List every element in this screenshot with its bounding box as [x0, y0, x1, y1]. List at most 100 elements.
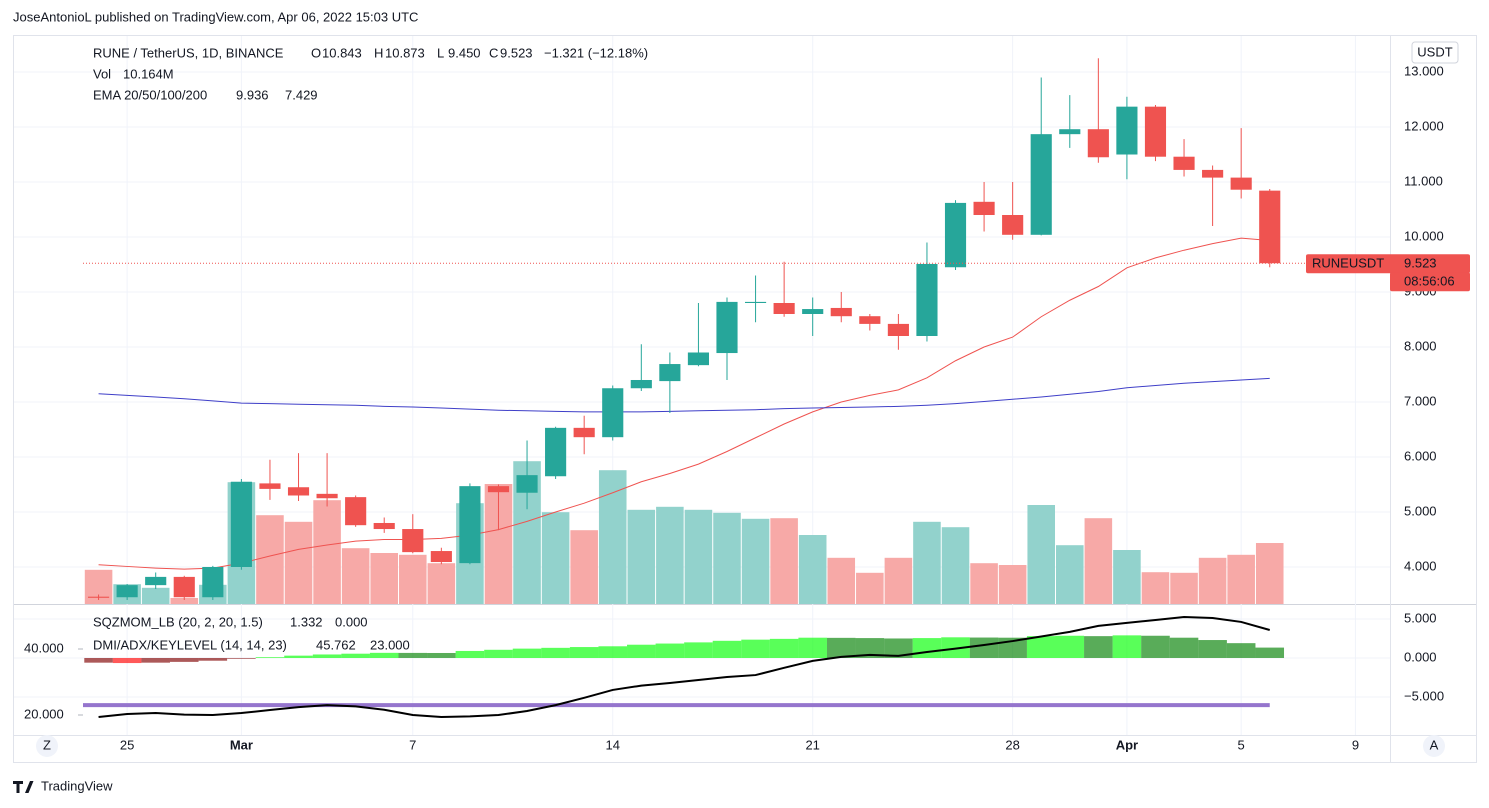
y-tick-label: 4.000 [1404, 558, 1437, 573]
momentum-bar [1141, 635, 1170, 658]
ohlc-key: C [489, 45, 498, 60]
momentum-bar [1169, 637, 1199, 658]
ohlc-value: 9.523 [500, 45, 533, 60]
candle-body [659, 364, 681, 382]
y-tick-label: 6.000 [1404, 448, 1437, 463]
momentum-bar [1084, 636, 1113, 658]
candle-body [1030, 134, 1052, 235]
price-tag-value: 9.523 [1404, 256, 1437, 271]
momentum-bar [312, 654, 342, 658]
candle-body [887, 323, 909, 336]
candle-body [402, 529, 424, 553]
button-bg [1423, 735, 1445, 757]
price-pane [83, 58, 1390, 604]
volume-bar [827, 557, 856, 604]
momentum-bar [684, 642, 713, 658]
zoom-button[interactable]: Z [43, 737, 51, 752]
volume-bar [1170, 572, 1198, 604]
momentum-bar [169, 657, 199, 662]
volume-bar [1113, 550, 1141, 604]
candle-body [373, 522, 395, 530]
volume-bar [1084, 518, 1113, 604]
candle-body [830, 307, 852, 317]
momentum-bar [712, 640, 742, 658]
y-tick-label: 5.000 [1404, 503, 1437, 518]
candle-body [1059, 129, 1081, 135]
volume-bar [313, 500, 341, 604]
candle-body [773, 303, 795, 315]
candle-body [230, 481, 252, 567]
volume-bar [1027, 505, 1055, 604]
symbol-title: RUNE / TetherUS, 1D, BINANCE [93, 45, 284, 60]
candle-body [687, 352, 710, 366]
candle-body [459, 486, 481, 564]
volume-bar [1227, 554, 1255, 604]
candle-body [516, 475, 538, 493]
volume-bar [713, 512, 741, 604]
momentum-bar [1226, 643, 1256, 658]
volume-bar [627, 509, 656, 604]
momentum-bar [455, 650, 485, 658]
ema-name: EMA 20/50/100/200 [93, 87, 207, 102]
candle-body [916, 263, 938, 336]
ohlc-value: 10.873 [385, 45, 425, 60]
volume-bar [1056, 545, 1084, 604]
volume-bar [141, 587, 170, 604]
candle-body [716, 301, 738, 354]
momentum-bar [484, 649, 513, 658]
volume-bar [998, 565, 1027, 604]
y-tick-label: 13.000 [1404, 63, 1444, 78]
momentum-bar [1112, 635, 1142, 658]
price-tag-countdown: 08:56:06 [1404, 274, 1455, 289]
volume-bar [399, 554, 427, 604]
button-bg [36, 735, 58, 757]
momentum-bar [369, 652, 399, 658]
candle-body [345, 497, 367, 526]
momentum-bar [826, 637, 856, 658]
indicator-value: 0.000 [335, 614, 368, 629]
volume-bar [884, 557, 913, 604]
y-tick-label: 10.000 [1404, 228, 1444, 243]
volume-bar [284, 521, 313, 604]
ema-value: 9.936 [236, 87, 269, 102]
ohlc-key: O [311, 45, 321, 60]
ema-value: 7.429 [285, 87, 318, 102]
volume-name: Vol [93, 66, 111, 81]
momentum-bar [84, 657, 113, 663]
ema-line [98, 237, 1270, 570]
x-tick-label: 7 [409, 737, 416, 752]
indicator-name: DMI/ADX/KEYLEVEL (14, 14, 23) [93, 637, 287, 652]
indicator-value: 1.332 [290, 614, 323, 629]
logo-text: TradingView [41, 778, 113, 793]
candle-body [1116, 106, 1138, 155]
indicator-pane [83, 615, 1285, 718]
momentum-bar [198, 657, 228, 661]
candle-body [487, 486, 510, 493]
volume-bar [941, 527, 970, 604]
price-tag-symbol: RUNEUSDT [1312, 256, 1384, 271]
auto-button[interactable]: A [1430, 737, 1439, 752]
momentum-bar [569, 647, 599, 658]
volume-bar [370, 553, 398, 604]
volume-bar [170, 598, 199, 604]
x-tick-label: 21 [805, 737, 819, 752]
candle-body [1173, 156, 1195, 170]
volume-bar [541, 512, 570, 604]
momentum-bar [255, 657, 285, 658]
x-tick-label: 28 [1005, 737, 1019, 752]
indicator-value: 45.762 [316, 637, 356, 652]
ohlc-key: L [437, 45, 444, 60]
volume-bar [341, 548, 370, 604]
volume-bar [656, 506, 684, 604]
candle-body [744, 301, 767, 304]
candle-body [630, 379, 652, 389]
momentum-bar [598, 646, 628, 658]
momentum-bar [398, 652, 428, 658]
candle-body [1259, 190, 1281, 264]
volume-bar [741, 518, 770, 604]
ema-line [98, 377, 1270, 413]
candle-body [973, 201, 995, 216]
candle-body [1202, 169, 1224, 178]
candle-body [944, 202, 967, 268]
